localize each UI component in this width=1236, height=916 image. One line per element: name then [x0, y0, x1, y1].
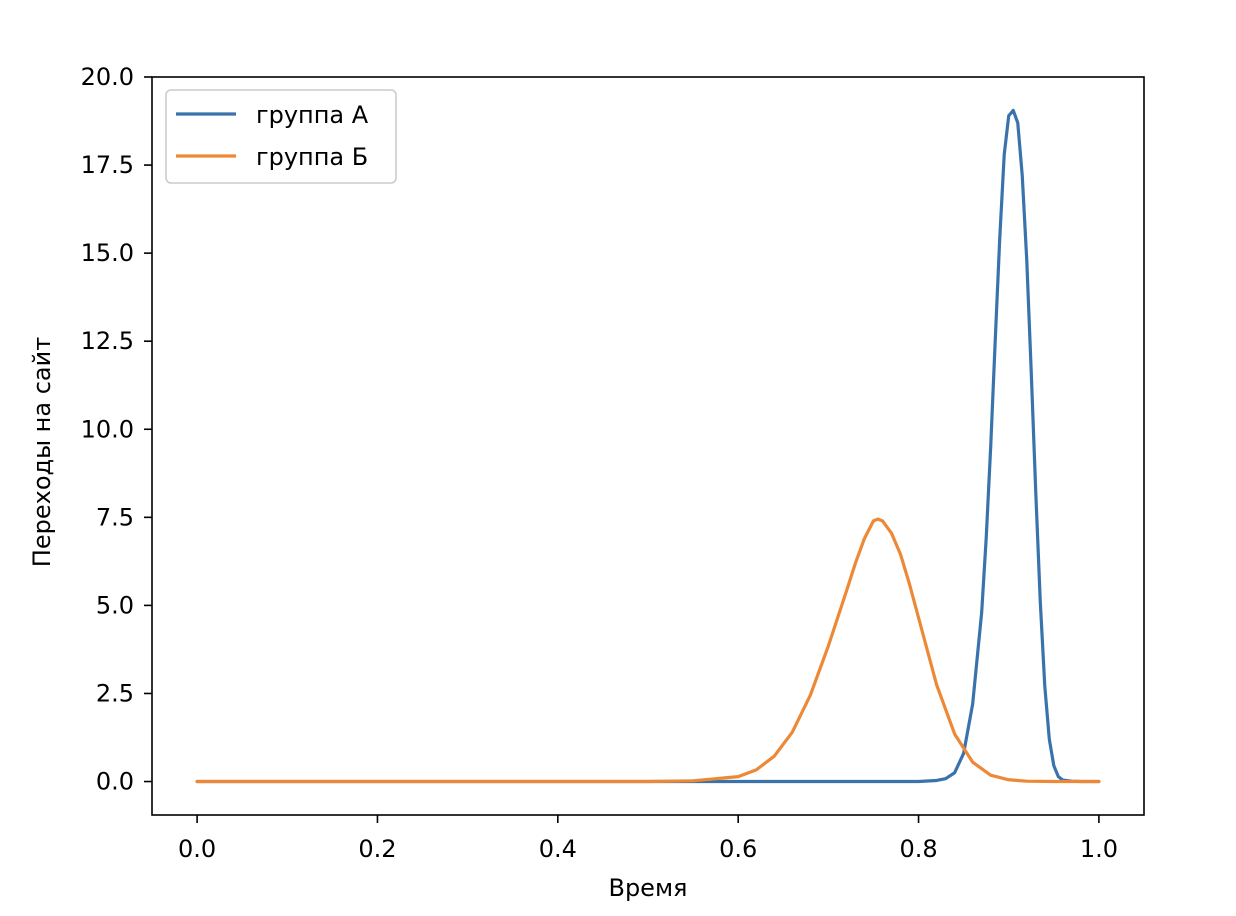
- x-tick-label: 0.6: [719, 835, 757, 863]
- y-axis: 0.0 2.5 5.0 7.5 10.0 12.5 15.0 17.5 20.0: [81, 63, 152, 796]
- legend-label-group-a: группа А: [256, 101, 369, 129]
- x-tick-label: 0.0: [178, 835, 216, 863]
- y-tick-label: 2.5: [96, 679, 134, 707]
- y-tick-label: 20.0: [81, 63, 134, 91]
- legend-label-group-b: группа Б: [256, 143, 368, 171]
- plot-area: [195, 108, 1101, 784]
- legend: группа А группа Б: [165, 89, 397, 184]
- x-axis: 0.0 0.2 0.4 0.6 0.8 1.0: [178, 815, 1118, 863]
- series-line-group-b: [195, 517, 1101, 784]
- x-tick-label: 1.0: [1080, 835, 1118, 863]
- y-tick-label: 15.0: [81, 239, 134, 267]
- x-tick-label: 0.4: [539, 835, 577, 863]
- x-tick-label: 0.2: [358, 835, 396, 863]
- y-tick-label: 10.0: [81, 415, 134, 443]
- series-line-group-a: [195, 108, 1101, 784]
- y-tick-label: 17.5: [81, 151, 134, 179]
- y-tick-label: 0.0: [96, 768, 134, 796]
- y-axis-label: Переходы на сайт: [28, 337, 56, 567]
- y-tick-label: 5.0: [96, 591, 134, 619]
- y-tick-label: 12.5: [81, 327, 134, 355]
- x-tick-label: 0.8: [899, 835, 937, 863]
- y-tick-label: 7.5: [96, 503, 134, 531]
- plot-frame: [151, 76, 1145, 816]
- x-axis-label: Время: [608, 874, 687, 902]
